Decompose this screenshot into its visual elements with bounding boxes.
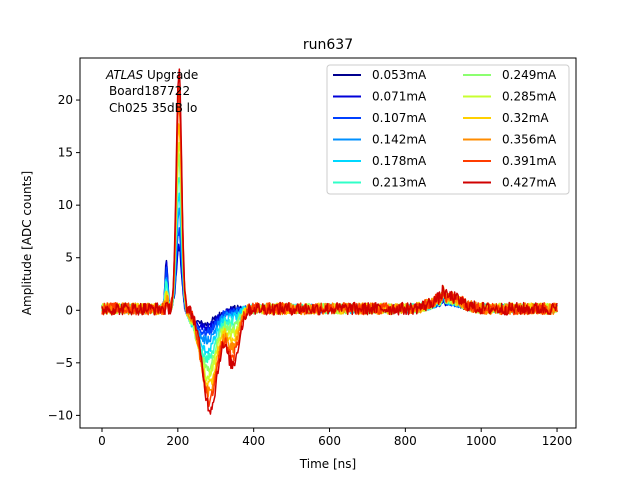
legend-label: 0.391mA <box>502 154 557 168</box>
x-tick-label: 800 <box>394 434 417 448</box>
annotation-line-3: Ch025 35dB lo <box>109 101 197 115</box>
y-tick-label: −10 <box>48 408 73 422</box>
y-tick-label: −5 <box>55 356 73 370</box>
legend-label: 0.142mA <box>372 133 427 147</box>
legend-label: 0.107mA <box>372 111 427 125</box>
annotation-line-1: ATLAS Upgrade <box>105 68 198 82</box>
legend-label: 0.285mA <box>502 90 557 104</box>
annotation-upgrade: Upgrade <box>143 68 198 82</box>
x-tick-label: 1000 <box>466 434 497 448</box>
x-axis-label: Time [ns] <box>299 457 356 471</box>
legend-label: 0.427mA <box>502 176 557 190</box>
legend-label: 0.213mA <box>372 176 427 190</box>
x-tick-label: 600 <box>318 434 341 448</box>
legend-label: 0.178mA <box>372 154 427 168</box>
y-tick-label: 15 <box>58 146 73 160</box>
legend-label: 0.053mA <box>372 68 427 82</box>
atlas-annotation: ATLAS Upgrade Board187722 Ch025 35dB lo <box>105 68 198 115</box>
y-tick-label: 5 <box>65 251 73 265</box>
series-group <box>101 68 558 415</box>
x-axis: 0 200 400 600 800 1000 1200 <box>98 428 572 448</box>
series-line <box>101 68 558 415</box>
y-tick-label: 0 <box>65 303 73 317</box>
legend-label: 0.071mA <box>372 90 427 104</box>
legend-label: 0.249mA <box>502 68 557 82</box>
legend: 0.053mA 0.071mA 0.107mA 0.142mA 0.178mA 0.213… <box>326 64 570 195</box>
y-axis-label: Amplitude [ADC counts] <box>20 171 34 315</box>
x-tick-label: 0 <box>98 434 106 448</box>
legend-label: 0.356mA <box>502 133 557 147</box>
x-tick-label: 200 <box>166 434 189 448</box>
plot-frame <box>79 57 577 429</box>
y-axis: −10 −5 0 5 10 15 20 <box>48 93 80 422</box>
legend-label: 0.32mA <box>502 111 549 125</box>
chart-title: run637 <box>303 37 353 53</box>
y-tick-label: 20 <box>58 93 73 107</box>
annotation-atlas: ATLAS <box>105 68 144 82</box>
y-tick-label: 10 <box>58 198 73 212</box>
legend-box <box>326 64 570 195</box>
annotation-line-2: Board187722 <box>109 84 190 98</box>
x-tick-label: 1200 <box>542 434 573 448</box>
x-tick-label: 400 <box>242 434 265 448</box>
